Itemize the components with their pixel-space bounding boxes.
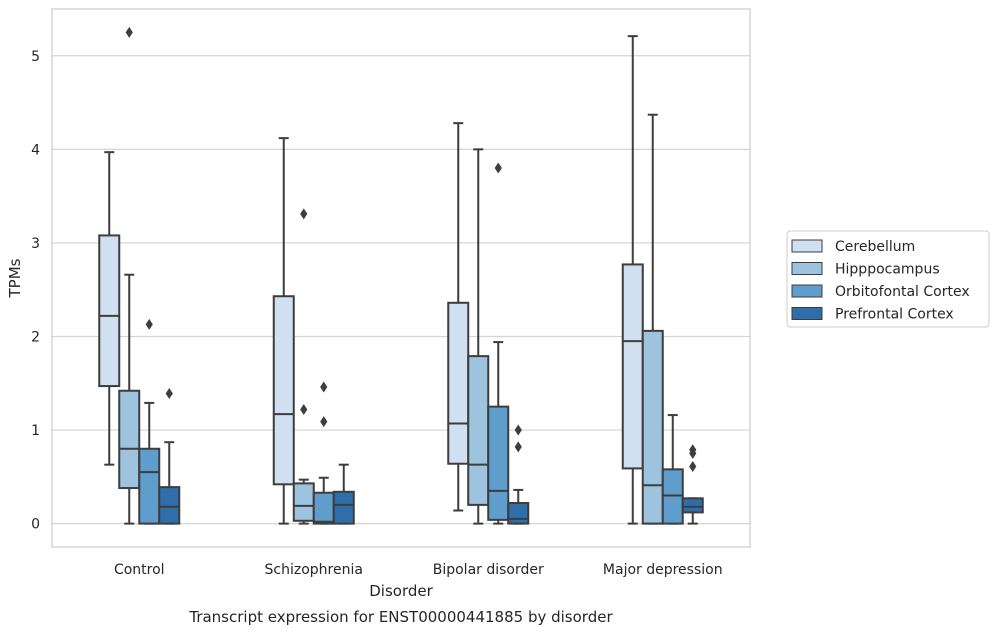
box-body: [158, 486, 181, 525]
x-tick-label: Control: [114, 562, 165, 578]
y-axis-label: TPMs: [6, 258, 24, 298]
box-prefrontal-cortex: [681, 444, 704, 525]
box-cerebellum: [272, 137, 295, 525]
outlier-point: [689, 461, 697, 473]
legend-swatch: [791, 284, 823, 298]
box-body: [272, 295, 295, 486]
box-prefrontal-cortex: [507, 424, 530, 525]
box-body: [507, 502, 530, 525]
x-axis-label: Disorder: [369, 582, 433, 600]
legend-frame: [786, 230, 990, 328]
outlier-point: [689, 447, 697, 459]
legend-swatch: [791, 239, 823, 253]
y-tick-label: 0: [31, 517, 40, 533]
outlier-point: [125, 26, 133, 38]
box-cerebellum: [447, 122, 470, 512]
box-plots: [98, 26, 704, 525]
box-body: [467, 355, 490, 506]
legend: Cerebellum Hipppocampus Orbitofontal Corte…: [786, 230, 990, 328]
box-body: [312, 491, 335, 525]
box-body: [138, 447, 161, 525]
legend-label: Orbitofontal Cortex: [835, 284, 970, 300]
outlier-point: [320, 381, 328, 393]
outlier-point: [165, 388, 173, 400]
outlier-point: [514, 424, 522, 436]
legend-swatch: [791, 307, 823, 320]
outlier-point: [300, 208, 308, 220]
x-tick-label: Major depression: [603, 562, 723, 578]
legend-label: Hipppocampus: [835, 262, 940, 278]
legend-swatch: [791, 262, 823, 275]
box-body: [487, 405, 510, 521]
outlier-point: [494, 162, 502, 174]
y-tick-label: 1: [31, 423, 40, 439]
y-tick-label: 3: [31, 236, 40, 252]
box-cerebellum: [98, 151, 121, 466]
box-body: [332, 490, 355, 525]
box-prefrontal-cortex: [158, 388, 181, 525]
box-body: [292, 482, 315, 522]
box-body: [98, 234, 121, 388]
box-orbitofontal-cortex: [487, 162, 510, 525]
legend-label: Cerebellum: [835, 239, 915, 255]
box-cerebellum: [621, 35, 644, 525]
box-body: [641, 329, 664, 525]
outlier-point: [514, 441, 522, 453]
y-tick-labels: 0 1 2 3 4 5: [31, 49, 40, 533]
box-orbitofontal-cortex: [661, 414, 684, 525]
box-orbitofontal-cortex: [312, 381, 335, 525]
box-orbitofontal-cortex: [138, 318, 161, 525]
x-tick-label: Bipolar disorder: [433, 562, 544, 578]
x-tick-labels: Control Schizophrenia Bipolar disorder Majo…: [114, 562, 723, 578]
box-hipppocampus: [118, 26, 141, 525]
y-tick-label: 2: [31, 329, 40, 345]
y-tick-label: 4: [31, 142, 40, 158]
figure-caption: Transcript expression for ENST0000044188…: [188, 608, 613, 626]
box-body: [447, 301, 470, 465]
legend-label: Prefrontal Cortex: [835, 307, 954, 323]
box-body: [118, 389, 141, 490]
x-tick-label: Schizophrenia: [265, 562, 363, 578]
outlier-point: [300, 403, 308, 415]
box-body: [681, 497, 704, 514]
plot-frame: [51, 8, 751, 548]
box-body: [621, 263, 644, 470]
y-tick-label: 5: [31, 49, 40, 65]
box-hipppocampus: [641, 113, 664, 525]
outlier-point: [320, 416, 328, 428]
box-prefrontal-cortex: [332, 463, 355, 525]
outlier-point: [145, 318, 153, 330]
